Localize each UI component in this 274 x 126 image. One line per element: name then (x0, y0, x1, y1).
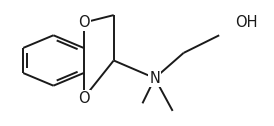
Text: OH: OH (235, 15, 258, 30)
Text: N: N (149, 71, 160, 86)
Text: O: O (78, 15, 89, 30)
Text: O: O (78, 91, 89, 106)
